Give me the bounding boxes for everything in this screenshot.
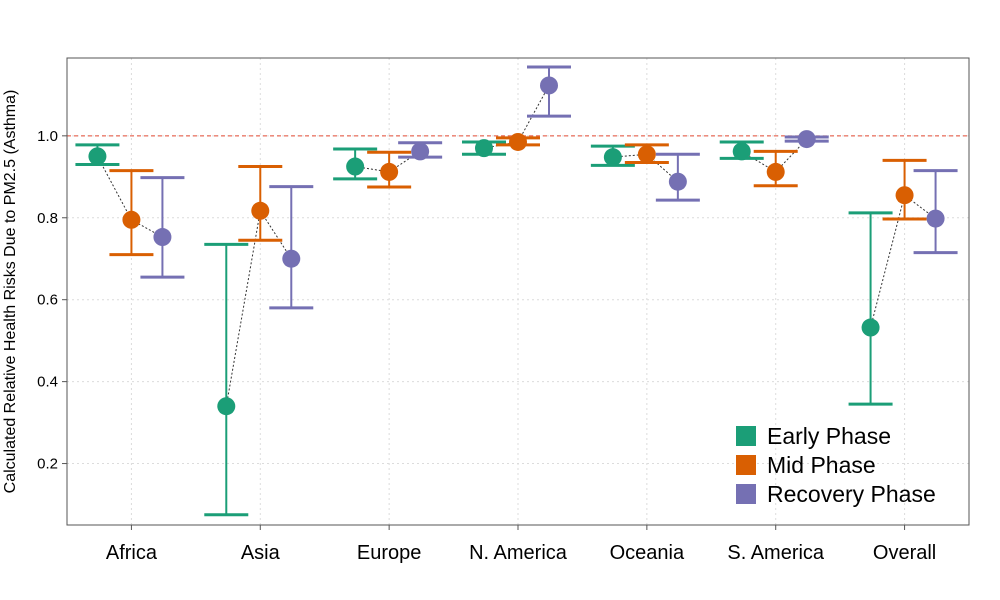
series-1 <box>109 132 927 257</box>
legend-swatch-0 <box>736 426 756 446</box>
legend-swatch-1 <box>736 455 756 475</box>
point-2-5 <box>797 130 816 149</box>
series-2 <box>140 65 958 310</box>
point-2-4 <box>668 172 687 191</box>
category-label-5: S. America <box>727 542 825 564</box>
legend-label-1: Mid Phase <box>767 452 876 478</box>
point-1-3 <box>509 132 527 151</box>
category-label-3: N. America <box>469 542 568 564</box>
point-1-4 <box>637 145 656 164</box>
point-0-4 <box>603 148 622 167</box>
category-label-6: Overall <box>873 542 936 564</box>
point-1-0 <box>122 210 141 229</box>
point-1-1 <box>251 201 270 220</box>
point-2-6 <box>926 209 945 228</box>
connector-6 <box>870 194 936 328</box>
x-axis: Africa Asia Europe N. America Oceania S. Amer… <box>106 525 936 564</box>
connector-1 <box>225 209 292 407</box>
category-label-1: Asia <box>241 542 281 564</box>
ytick-label-2: 0.6 <box>37 292 58 309</box>
y-axis: 0.2 0.4 0.6 0.8 1.0 <box>37 128 67 473</box>
point-2-2 <box>411 142 430 161</box>
ytick-label-1: 0.4 <box>37 374 58 391</box>
point-0-3 <box>475 139 493 158</box>
connector-4 <box>612 153 679 183</box>
point-1-2 <box>380 162 399 181</box>
point-0-5 <box>732 142 751 161</box>
point-0-0 <box>88 147 107 166</box>
point-2-3 <box>540 76 558 95</box>
point-1-5 <box>766 162 785 181</box>
point-1-6 <box>895 186 914 205</box>
connector-3 <box>483 85 550 149</box>
point-2-0 <box>153 228 172 247</box>
series-0 <box>75 139 893 517</box>
y-axis-title: Calculated Relative Health Risks Due to … <box>2 90 19 494</box>
category-label-4: Oceania <box>610 542 685 564</box>
point-0-6 <box>861 318 880 337</box>
legend-swatch-2 <box>736 484 756 504</box>
ytick-label-4: 1.0 <box>37 128 58 145</box>
ytick-label-3: 0.8 <box>37 210 58 227</box>
ytick-label-0: 0.2 <box>37 456 58 473</box>
legend-label-0: Early Phase <box>767 423 891 449</box>
point-2-1 <box>282 249 301 268</box>
point-0-1 <box>217 397 236 416</box>
category-label-0: Africa <box>106 542 158 564</box>
legend: Early Phase Mid Phase Recovery Phase <box>736 423 936 507</box>
category-label-2: Europe <box>357 542 422 564</box>
legend-label-2: Recovery Phase <box>767 481 936 507</box>
point-0-2 <box>346 157 365 176</box>
series-layer <box>75 65 958 517</box>
